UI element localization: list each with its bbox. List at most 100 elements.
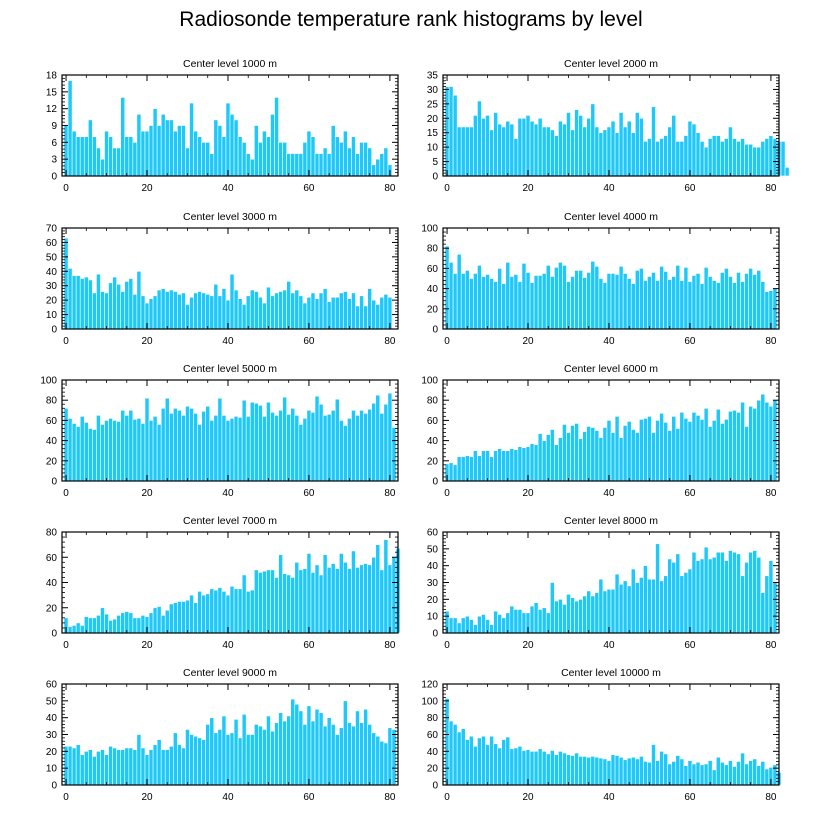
bar	[359, 722, 364, 786]
bar	[598, 278, 604, 330]
bar	[75, 622, 81, 634]
y-tick-label: 12	[46, 104, 58, 115]
bar	[140, 615, 146, 634]
y-tick-label: 50	[46, 696, 58, 707]
bar	[647, 578, 652, 634]
y-tick-label: 80	[427, 713, 439, 724]
bar	[517, 745, 523, 786]
bar	[262, 570, 267, 634]
bar	[120, 749, 126, 786]
bar	[626, 421, 632, 482]
bar	[602, 129, 608, 177]
y-tick-label: 10	[46, 764, 58, 775]
bar	[193, 292, 198, 330]
bar	[643, 565, 648, 634]
bar	[590, 427, 596, 482]
bar	[355, 153, 360, 177]
bar	[209, 588, 215, 634]
bar	[128, 278, 134, 330]
y-tick-label: 60	[46, 416, 58, 427]
x-tick-label: 20	[522, 336, 534, 347]
bar	[205, 142, 211, 177]
bar	[655, 760, 660, 786]
bar	[302, 302, 308, 330]
bar	[477, 737, 482, 786]
bar	[351, 409, 356, 482]
bar	[71, 130, 77, 177]
bar	[262, 130, 267, 177]
bar	[671, 416, 677, 482]
bar	[529, 282, 535, 330]
bar	[456, 456, 462, 482]
y-tick-label: 15	[427, 128, 439, 139]
bar	[148, 298, 154, 330]
bar	[282, 142, 287, 177]
bar	[760, 281, 766, 330]
bar	[63, 125, 69, 177]
bar	[740, 138, 745, 177]
bar	[330, 125, 336, 177]
bar	[497, 448, 502, 482]
bar	[667, 126, 673, 177]
bar	[473, 745, 478, 786]
main-title: Radiosonde temperature rank histograms b…	[179, 8, 643, 31]
bar	[116, 147, 122, 177]
bar	[262, 729, 267, 786]
bar	[719, 272, 725, 330]
bar	[229, 585, 235, 634]
bar	[334, 734, 340, 786]
bar	[707, 760, 713, 786]
bar	[715, 282, 721, 330]
bar	[237, 298, 243, 330]
bar	[574, 109, 579, 177]
bar	[679, 280, 685, 330]
y-tick-label: 40	[46, 267, 58, 278]
bar	[545, 265, 551, 330]
bar	[719, 551, 725, 634]
bar	[140, 747, 146, 786]
bar	[253, 291, 259, 330]
bar	[529, 605, 535, 634]
bar	[602, 758, 608, 786]
x-tick-label: 0	[63, 640, 69, 651]
bar	[371, 164, 377, 177]
bar	[529, 443, 535, 482]
x-tick-label: 80	[384, 792, 396, 803]
bar	[703, 546, 709, 634]
bar	[67, 80, 73, 177]
bar	[562, 604, 567, 634]
bar	[351, 292, 356, 330]
bar	[326, 153, 332, 177]
bar	[489, 129, 494, 177]
bar	[452, 464, 458, 482]
x-tick-label: 0	[444, 183, 450, 194]
bar	[128, 409, 134, 482]
bar	[497, 268, 502, 330]
y-tick-label: 20	[427, 114, 439, 125]
bar	[691, 763, 697, 786]
bar	[100, 607, 105, 634]
bar	[387, 392, 393, 482]
bar	[566, 281, 571, 330]
bar	[217, 397, 223, 482]
bar	[594, 266, 600, 330]
bar	[760, 592, 766, 634]
bar	[509, 748, 515, 786]
bar	[574, 600, 579, 634]
bar	[643, 280, 648, 330]
bar	[529, 120, 535, 177]
bar	[699, 419, 705, 482]
x-tick-label: 20	[522, 792, 534, 803]
bar	[343, 561, 348, 634]
bar	[610, 273, 616, 330]
bar	[724, 764, 729, 786]
bar	[756, 146, 762, 177]
bar	[525, 272, 531, 330]
bar	[148, 125, 154, 177]
bar	[266, 136, 271, 177]
bar	[711, 280, 717, 330]
bar	[108, 620, 113, 634]
bar	[477, 455, 482, 482]
bar	[728, 126, 733, 177]
bar	[756, 556, 762, 634]
